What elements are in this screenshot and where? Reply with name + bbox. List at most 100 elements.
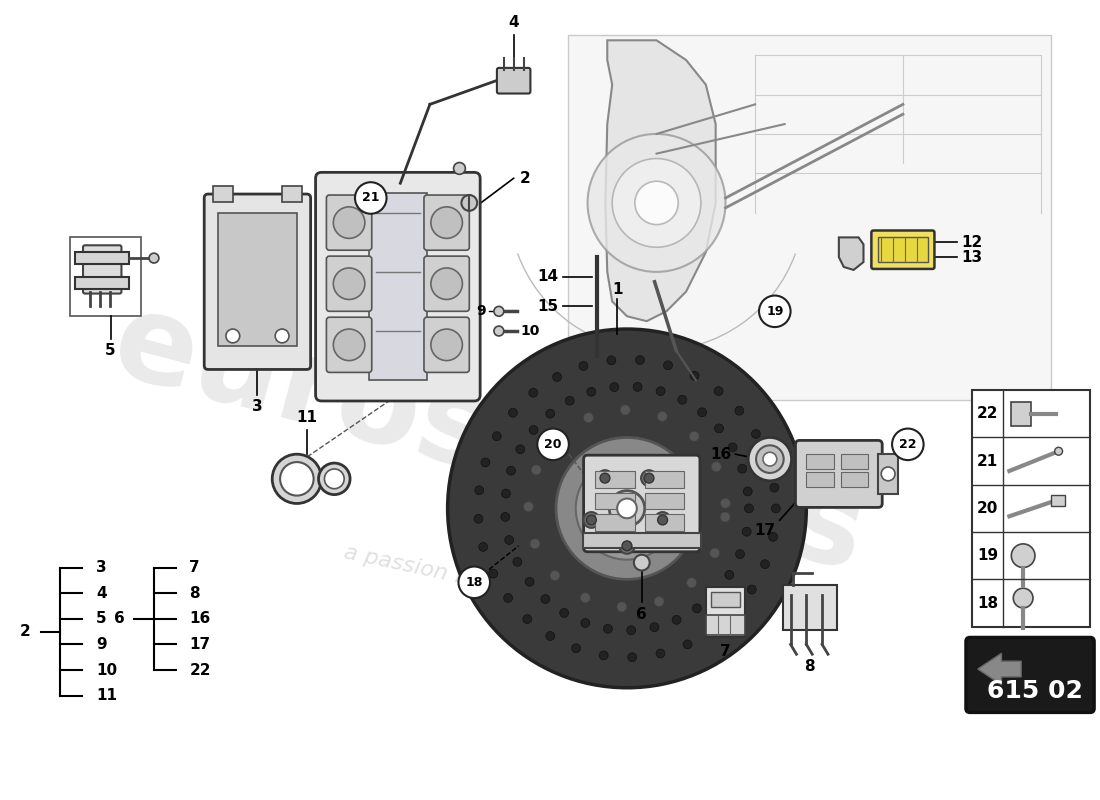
Circle shape bbox=[1055, 447, 1063, 455]
Circle shape bbox=[628, 653, 637, 662]
Circle shape bbox=[619, 538, 635, 554]
Circle shape bbox=[763, 455, 772, 464]
Circle shape bbox=[431, 268, 462, 299]
Circle shape bbox=[575, 457, 679, 560]
Circle shape bbox=[770, 483, 779, 492]
Circle shape bbox=[324, 469, 344, 489]
Circle shape bbox=[579, 362, 587, 370]
Circle shape bbox=[744, 487, 752, 496]
Bar bbox=[368, 193, 427, 380]
Bar bbox=[706, 615, 745, 634]
Text: 14: 14 bbox=[538, 270, 559, 284]
Text: 18: 18 bbox=[465, 576, 483, 589]
Circle shape bbox=[552, 434, 562, 444]
Circle shape bbox=[583, 512, 600, 528]
Circle shape bbox=[507, 466, 516, 475]
Circle shape bbox=[641, 470, 657, 486]
Circle shape bbox=[587, 134, 726, 272]
Circle shape bbox=[607, 356, 616, 365]
FancyBboxPatch shape bbox=[497, 68, 530, 94]
Bar bbox=[595, 514, 635, 531]
Circle shape bbox=[529, 388, 538, 397]
Circle shape bbox=[634, 554, 650, 570]
Circle shape bbox=[742, 527, 751, 536]
Circle shape bbox=[565, 396, 574, 405]
Circle shape bbox=[654, 512, 671, 528]
Bar bbox=[1011, 402, 1031, 426]
Text: 11: 11 bbox=[96, 688, 117, 703]
Circle shape bbox=[148, 253, 158, 263]
Polygon shape bbox=[978, 654, 1021, 685]
Text: 10: 10 bbox=[520, 324, 540, 338]
Circle shape bbox=[892, 429, 924, 460]
Circle shape bbox=[1011, 544, 1035, 567]
Bar bbox=[282, 186, 301, 202]
FancyBboxPatch shape bbox=[424, 318, 470, 373]
Text: 19: 19 bbox=[766, 305, 783, 318]
Circle shape bbox=[597, 470, 613, 486]
Circle shape bbox=[494, 326, 504, 336]
Circle shape bbox=[226, 329, 240, 343]
Bar bbox=[878, 238, 927, 262]
Circle shape bbox=[584, 413, 593, 422]
Circle shape bbox=[275, 329, 289, 343]
Bar bbox=[595, 471, 635, 488]
Circle shape bbox=[771, 504, 780, 513]
Circle shape bbox=[656, 649, 664, 658]
Bar bbox=[213, 186, 233, 202]
Text: 9: 9 bbox=[476, 304, 486, 318]
Circle shape bbox=[604, 625, 613, 634]
Circle shape bbox=[729, 607, 738, 616]
Circle shape bbox=[546, 409, 554, 418]
Text: 1: 1 bbox=[612, 282, 623, 297]
Circle shape bbox=[459, 566, 490, 598]
Circle shape bbox=[530, 538, 540, 549]
Text: 7: 7 bbox=[720, 644, 730, 658]
Circle shape bbox=[617, 602, 627, 612]
Circle shape bbox=[728, 443, 737, 452]
Circle shape bbox=[654, 597, 664, 606]
Circle shape bbox=[475, 486, 484, 494]
Circle shape bbox=[508, 408, 517, 417]
Bar bbox=[645, 471, 684, 488]
Text: 615 02: 615 02 bbox=[987, 678, 1082, 702]
FancyBboxPatch shape bbox=[327, 318, 372, 373]
Circle shape bbox=[453, 162, 465, 174]
Circle shape bbox=[502, 489, 510, 498]
Circle shape bbox=[531, 465, 541, 475]
Circle shape bbox=[663, 361, 672, 370]
Bar bbox=[645, 493, 684, 510]
Circle shape bbox=[747, 585, 757, 594]
Text: 10: 10 bbox=[96, 662, 117, 678]
Circle shape bbox=[478, 542, 487, 551]
Circle shape bbox=[720, 512, 730, 522]
Bar bbox=[583, 533, 701, 548]
Circle shape bbox=[600, 651, 608, 660]
Text: 4: 4 bbox=[508, 15, 519, 30]
Circle shape bbox=[600, 473, 609, 483]
Circle shape bbox=[474, 514, 483, 523]
Circle shape bbox=[516, 445, 525, 454]
Circle shape bbox=[634, 382, 642, 391]
FancyBboxPatch shape bbox=[205, 194, 310, 370]
Circle shape bbox=[493, 432, 502, 441]
Circle shape bbox=[686, 578, 696, 588]
Circle shape bbox=[683, 640, 692, 649]
Circle shape bbox=[736, 550, 745, 558]
Circle shape bbox=[529, 426, 538, 434]
Text: 3: 3 bbox=[252, 399, 263, 414]
Circle shape bbox=[613, 158, 701, 247]
Bar bbox=[878, 454, 898, 494]
Text: 12: 12 bbox=[961, 235, 982, 250]
Circle shape bbox=[760, 560, 769, 569]
Circle shape bbox=[690, 431, 700, 442]
Text: 22: 22 bbox=[189, 662, 211, 678]
Circle shape bbox=[488, 570, 497, 578]
Circle shape bbox=[355, 182, 386, 214]
Circle shape bbox=[738, 464, 747, 473]
Text: 16: 16 bbox=[189, 611, 211, 626]
FancyBboxPatch shape bbox=[316, 172, 480, 401]
Bar bbox=[706, 587, 745, 637]
Circle shape bbox=[756, 446, 783, 473]
Bar bbox=[75, 252, 130, 264]
